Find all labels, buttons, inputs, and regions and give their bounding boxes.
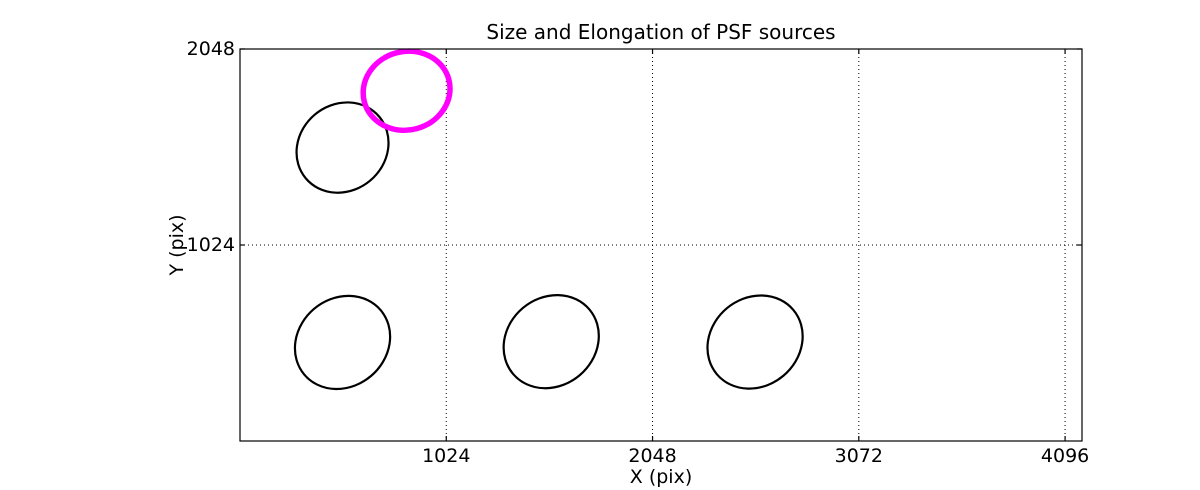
psf-ellipse [706, 294, 804, 390]
psf-ellipse [502, 293, 600, 390]
x-tick-label: 3072 [834, 445, 883, 467]
chart-title: Size and Elongation of PSF sources [486, 20, 836, 44]
psf-ellipse [360, 48, 453, 134]
axes-frame [239, 48, 1083, 442]
psf-ellipse [293, 294, 392, 391]
x-tick-label: 2048 [628, 445, 677, 467]
x-tick-label: 1024 [422, 445, 471, 467]
y-tick-label: 1024 [186, 234, 235, 256]
x-axis-label: X (pix) [629, 466, 693, 488]
x-tick-label: 4096 [1040, 445, 1090, 467]
psf-ellipse [295, 101, 390, 194]
y-tick-label: 2048 [186, 38, 235, 60]
